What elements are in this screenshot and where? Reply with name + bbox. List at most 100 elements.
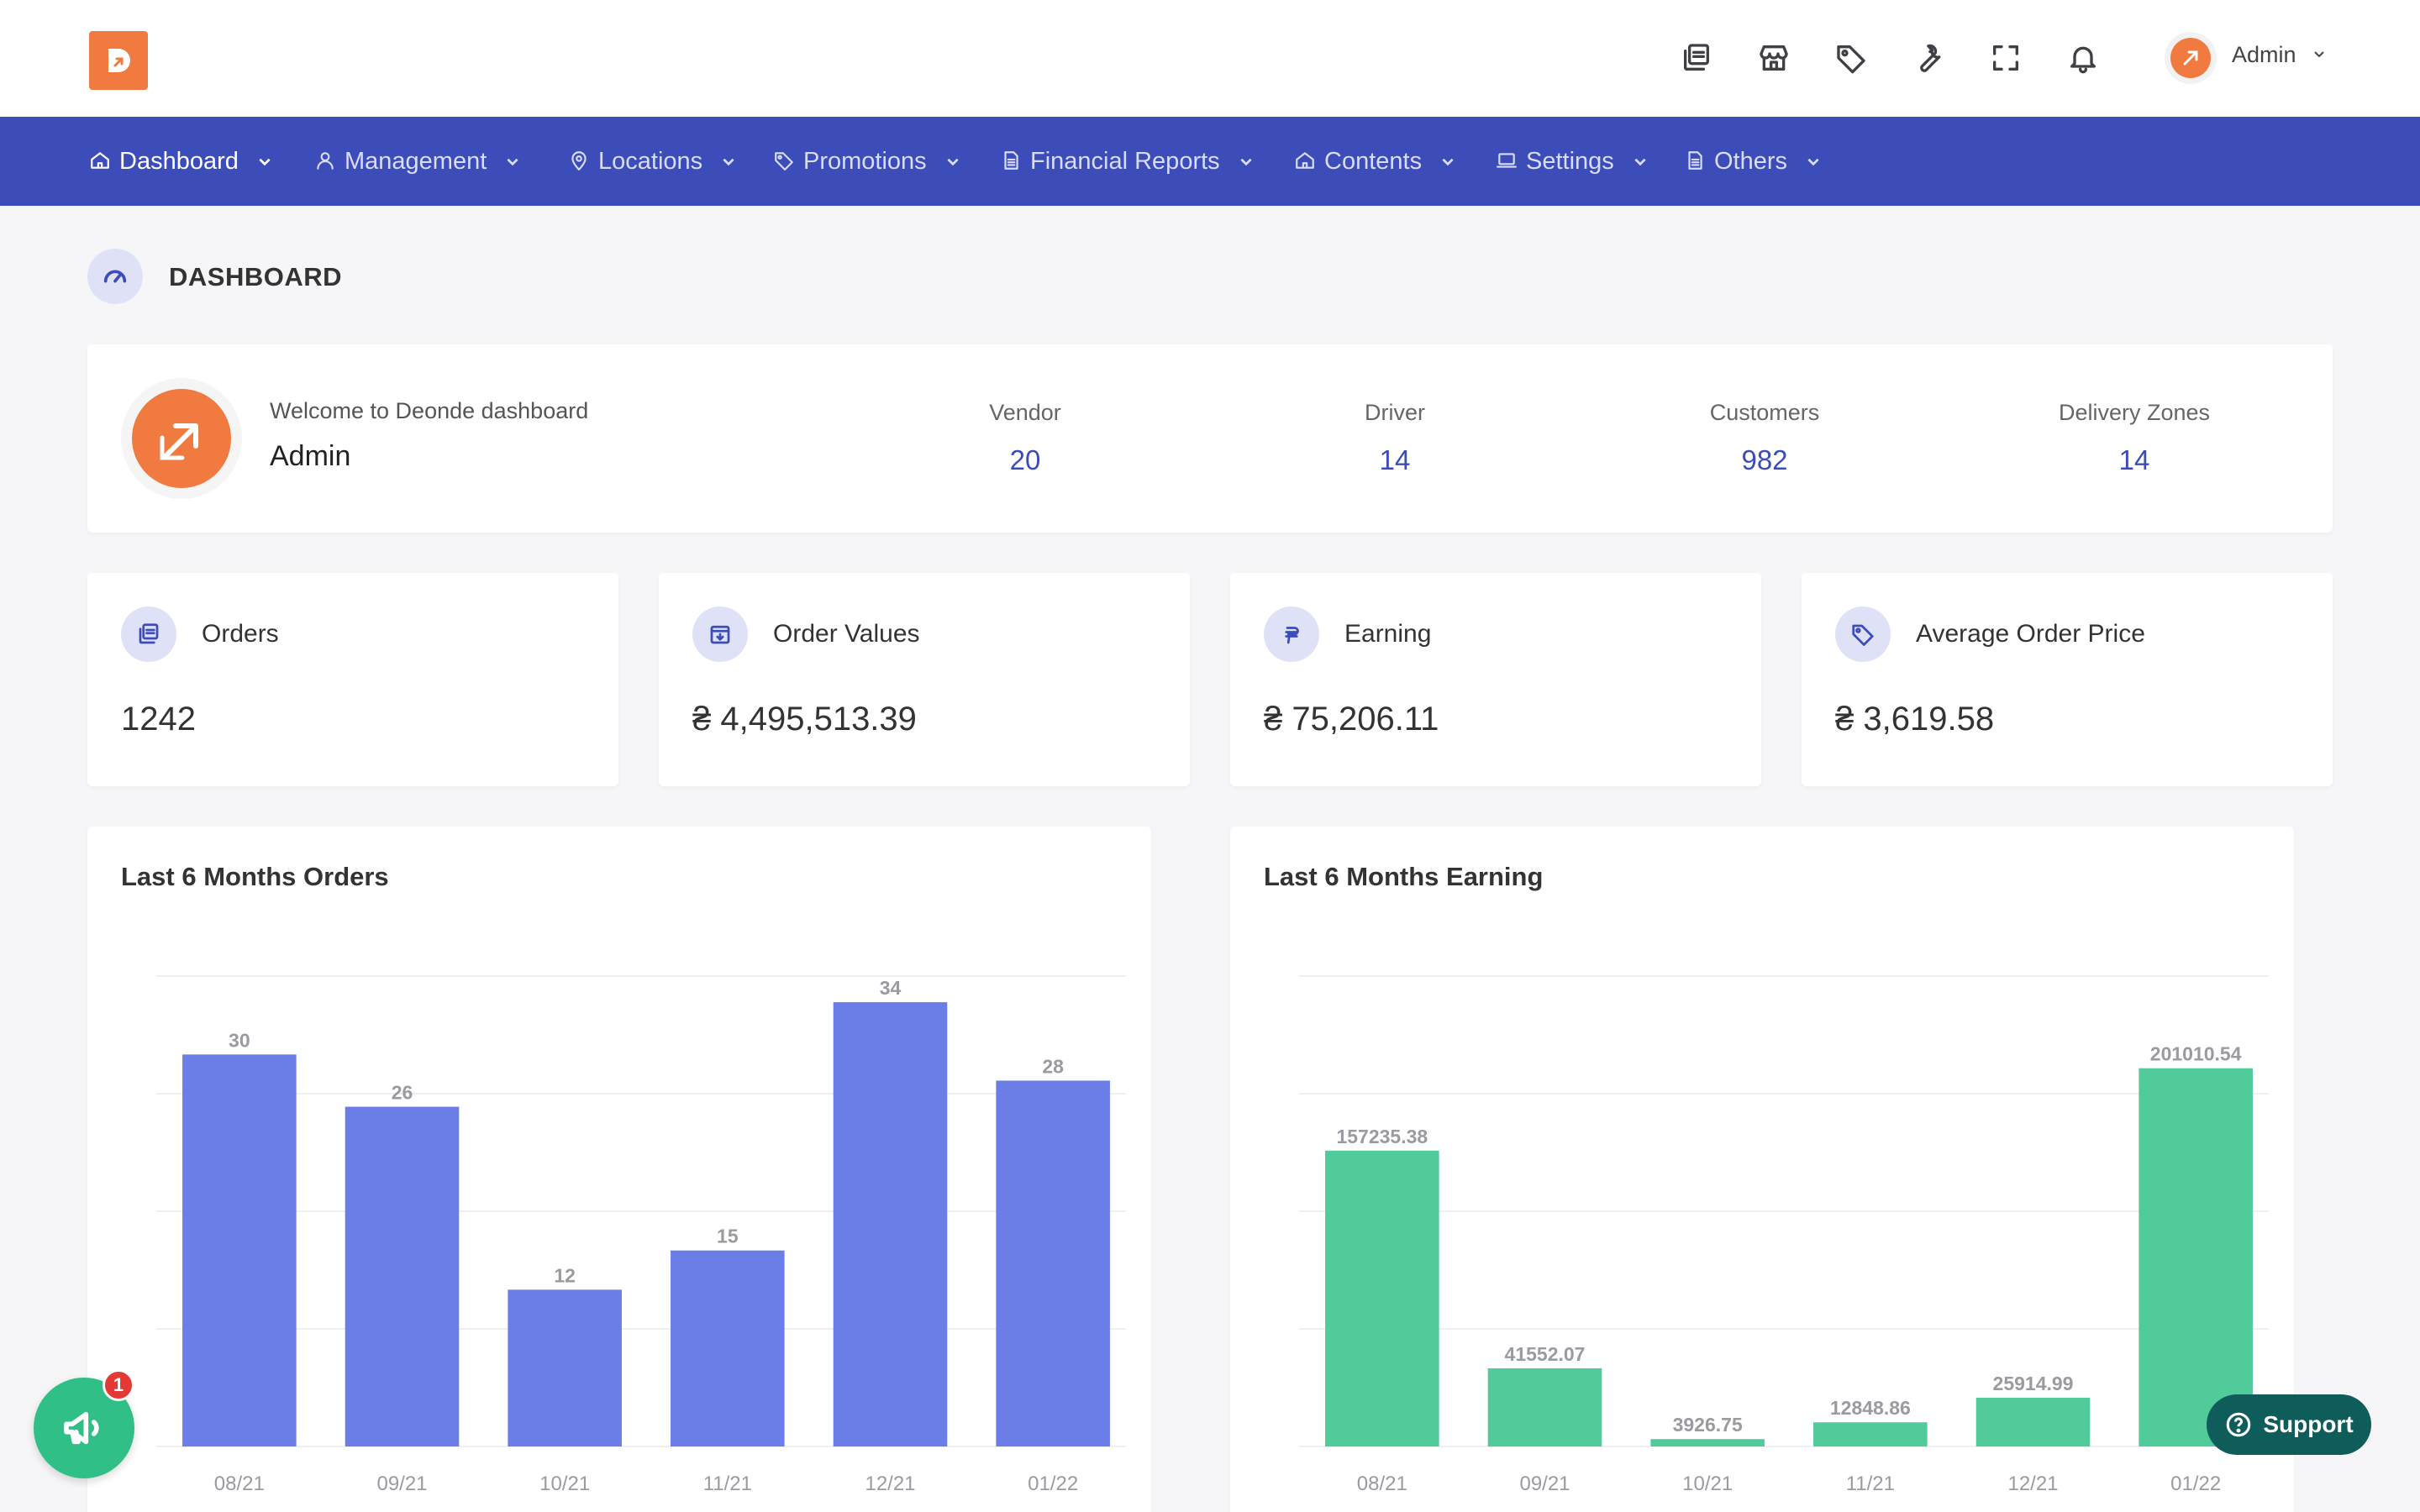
user-avatar[interactable] — [2165, 32, 2217, 84]
nav-item-locations[interactable]: Locations — [568, 117, 736, 206]
nav-item-label: Dashboard — [119, 147, 239, 175]
metric-value: 1242 — [121, 701, 196, 738]
user-name[interactable]: Admin — [2232, 42, 2296, 67]
x-tick-label: 11/21 — [1846, 1473, 1895, 1495]
nav-item-label: Contents — [1324, 147, 1423, 175]
metric-card-order-values: Order Values ₴ 4,495,513.39 — [659, 573, 1190, 786]
x-tick-label: 11/21 — [703, 1473, 752, 1495]
nav-item-promotions[interactable]: Promotions — [773, 117, 960, 206]
bar-data-label: 157235.38 — [1336, 1126, 1428, 1147]
stat-label: Customers — [1709, 400, 1820, 425]
currency-icon — [1264, 606, 1319, 662]
tag-icon — [773, 150, 797, 173]
nav-item-dashboard[interactable]: Dashboard — [89, 117, 272, 206]
stat-value: 14 — [2118, 444, 2150, 475]
nav-item-label: Locations — [598, 147, 703, 175]
top-header: Admin — [0, 0, 2420, 117]
notification-badge: 1 — [103, 1369, 134, 1401]
chart-bar[interactable] — [1975, 1397, 2091, 1446]
tag-icon — [1835, 606, 1891, 662]
nav-item-others[interactable]: Others — [1684, 117, 1821, 206]
metric-card-orders: Orders 1242 — [87, 573, 618, 786]
nav-item-settings[interactable]: Settings — [1496, 117, 1648, 206]
bar-data-label: 201010.54 — [2150, 1043, 2242, 1065]
avatar — [121, 378, 242, 499]
map-pin-icon — [568, 150, 592, 173]
chart-bar[interactable] — [1325, 1150, 1439, 1446]
avatar-arrow-icon — [160, 423, 198, 460]
chart-bar[interactable] — [2139, 1068, 2253, 1446]
chart-bar[interactable] — [1650, 1439, 1765, 1446]
bar-data-label: 26 — [392, 1082, 413, 1104]
nav-item-label: Promotions — [803, 147, 927, 175]
chart-bar[interactable] — [1487, 1368, 1602, 1446]
stat-value: 20 — [1009, 444, 1041, 475]
chart-bar[interactable] — [345, 1106, 460, 1446]
x-tick-label: 01/22 — [2170, 1473, 2221, 1495]
chevron-down-icon — [505, 154, 520, 169]
chevron-down-icon[interactable] — [2312, 47, 2326, 65]
x-tick-label: 12/21 — [865, 1473, 915, 1495]
nav-item-label: Settings — [1526, 147, 1614, 175]
app-logo[interactable] — [89, 31, 148, 90]
store-icon[interactable] — [1753, 37, 1795, 79]
support-button[interactable]: Support — [2207, 1394, 2371, 1455]
bar-data-label: 12 — [554, 1264, 576, 1286]
chevron-down-icon — [1806, 154, 1821, 169]
chart-title: Last 6 Months Orders — [121, 862, 389, 891]
stat-delivery-zones[interactable]: Delivery Zones 14 — [2008, 400, 2260, 476]
stat-value: 982 — [1741, 444, 1788, 475]
x-tick-label: 01/22 — [1028, 1473, 1078, 1495]
help-circle-icon — [2227, 1412, 2251, 1437]
chart-bar[interactable] — [671, 1250, 785, 1446]
home-icon — [1294, 150, 1318, 173]
laptop-icon — [1496, 150, 1519, 173]
bar-data-label: 41552.07 — [1505, 1343, 1586, 1365]
bar-data-label: 12848.86 — [1830, 1397, 1911, 1419]
chart-bar[interactable] — [508, 1289, 622, 1446]
stat-value: 14 — [1379, 444, 1411, 475]
metric-value: ₴ 75,206.11 — [1264, 701, 1439, 738]
chevron-down-icon — [721, 154, 736, 169]
nav-item-management[interactable]: Management — [314, 117, 520, 206]
chart-bar[interactable] — [1813, 1422, 1928, 1446]
bell-icon[interactable] — [2062, 37, 2104, 79]
orders-icon[interactable] — [1676, 37, 1718, 79]
bar-data-label: 3926.75 — [1673, 1414, 1743, 1436]
nav-item-financial-reports[interactable]: Financial Reports — [1000, 117, 1254, 206]
x-tick-label: 10/21 — [539, 1473, 590, 1495]
stat-label: Driver — [1365, 400, 1425, 425]
welcome-card: Welcome to Deonde dashboard Admin Vendor… — [87, 344, 2333, 533]
fullscreen-icon[interactable] — [1985, 37, 2027, 79]
chart-bar[interactable] — [833, 1002, 948, 1446]
bar-data-label: 34 — [880, 977, 902, 999]
user-icon — [314, 150, 338, 173]
x-tick-label: 12/21 — [2007, 1473, 2058, 1495]
stat-vendor[interactable]: Vendor 20 — [899, 400, 1151, 476]
main-nav: Dashboard Management Locations Promotion… — [0, 117, 2420, 206]
archive-icon — [692, 606, 748, 662]
stat-driver[interactable]: Driver 14 — [1269, 400, 1521, 476]
bar-data-label: 25914.99 — [1993, 1373, 2074, 1394]
wrench-icon[interactable] — [1907, 37, 1949, 79]
stat-label: Delivery Zones — [2058, 400, 2211, 425]
support-label: Support — [2263, 1411, 2354, 1437]
nav-item-label: Management — [345, 147, 487, 175]
chart-bar[interactable] — [182, 1054, 297, 1446]
stat-label: Vendor — [989, 400, 1061, 425]
x-tick-label: 10/21 — [1682, 1473, 1733, 1495]
chevron-down-icon — [1440, 154, 1455, 169]
document-icon — [1684, 150, 1707, 173]
x-tick-label: 08/21 — [214, 1473, 265, 1495]
nav-item-contents[interactable]: Contents — [1294, 117, 1455, 206]
tag-icon[interactable] — [1830, 37, 1872, 79]
metric-card-average-order-price: Average Order Price ₴ 3,619.58 — [1802, 573, 2333, 786]
chevron-down-icon — [1239, 154, 1254, 169]
chart-bar[interactable] — [996, 1080, 1110, 1446]
avatar-arrow-icon — [2183, 50, 2198, 66]
welcome-subtitle: Welcome to Deonde dashboard — [270, 398, 589, 423]
stat-customers[interactable]: Customers 982 — [1639, 400, 1891, 476]
nav-item-label: Others — [1714, 147, 1788, 175]
x-tick-label: 09/21 — [376, 1473, 427, 1495]
metric-value: ₴ 3,619.58 — [1835, 701, 1995, 738]
